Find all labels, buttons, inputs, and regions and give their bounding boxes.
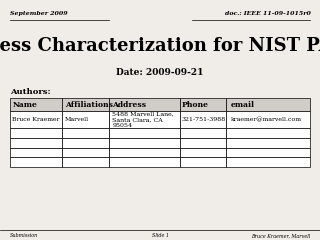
Text: Bruce Kraemer: Bruce Kraemer (12, 117, 60, 122)
Bar (180, 148, 226, 157)
Bar (109, 138, 180, 148)
Bar (180, 128, 226, 138)
Bar (180, 138, 226, 148)
Bar (62, 128, 109, 138)
Bar (109, 98, 180, 111)
Bar (226, 157, 310, 167)
Text: Phone: Phone (182, 101, 209, 109)
Bar (180, 157, 226, 167)
Bar (180, 111, 226, 128)
Text: Date: 2009-09-21: Date: 2009-09-21 (116, 68, 204, 77)
Bar (226, 111, 310, 128)
Bar (109, 128, 180, 138)
Text: 5488 Marvell Lane,
Santa Clara, CA
95054: 5488 Marvell Lane, Santa Clara, CA 95054 (112, 111, 174, 128)
Text: Wireless Characterization for NIST PAP#2: Wireless Characterization for NIST PAP#2 (0, 37, 320, 55)
Text: Slide 1: Slide 1 (151, 233, 169, 238)
Bar (226, 148, 310, 157)
Bar (10, 98, 62, 111)
Text: Address: Address (112, 101, 147, 109)
Bar (226, 98, 310, 111)
Bar (10, 138, 62, 148)
Text: Authors:: Authors: (10, 88, 50, 96)
Bar (62, 148, 109, 157)
Bar (109, 148, 180, 157)
Bar (10, 128, 62, 138)
Bar (226, 128, 310, 138)
Bar (109, 157, 180, 167)
Bar (62, 138, 109, 148)
Bar (10, 148, 62, 157)
Bar (109, 111, 180, 128)
Bar (62, 111, 109, 128)
Bar (62, 98, 109, 111)
Bar (180, 98, 226, 111)
Text: Name: Name (12, 101, 37, 109)
Text: doc.: IEEE 11-09-1015r0: doc.: IEEE 11-09-1015r0 (225, 11, 310, 16)
Text: kraemer@marvell.com: kraemer@marvell.com (230, 117, 301, 122)
Bar (10, 111, 62, 128)
Text: Bruce Kraemer, Marvell: Bruce Kraemer, Marvell (251, 233, 310, 238)
Text: email: email (230, 101, 254, 109)
Text: Submission: Submission (10, 233, 38, 238)
Text: 321-751-3988: 321-751-3988 (182, 117, 226, 122)
Bar (62, 157, 109, 167)
Text: Marvell: Marvell (65, 117, 89, 122)
Text: September 2009: September 2009 (10, 11, 67, 16)
Text: Affiliations: Affiliations (65, 101, 113, 109)
Bar (10, 157, 62, 167)
Bar (226, 138, 310, 148)
